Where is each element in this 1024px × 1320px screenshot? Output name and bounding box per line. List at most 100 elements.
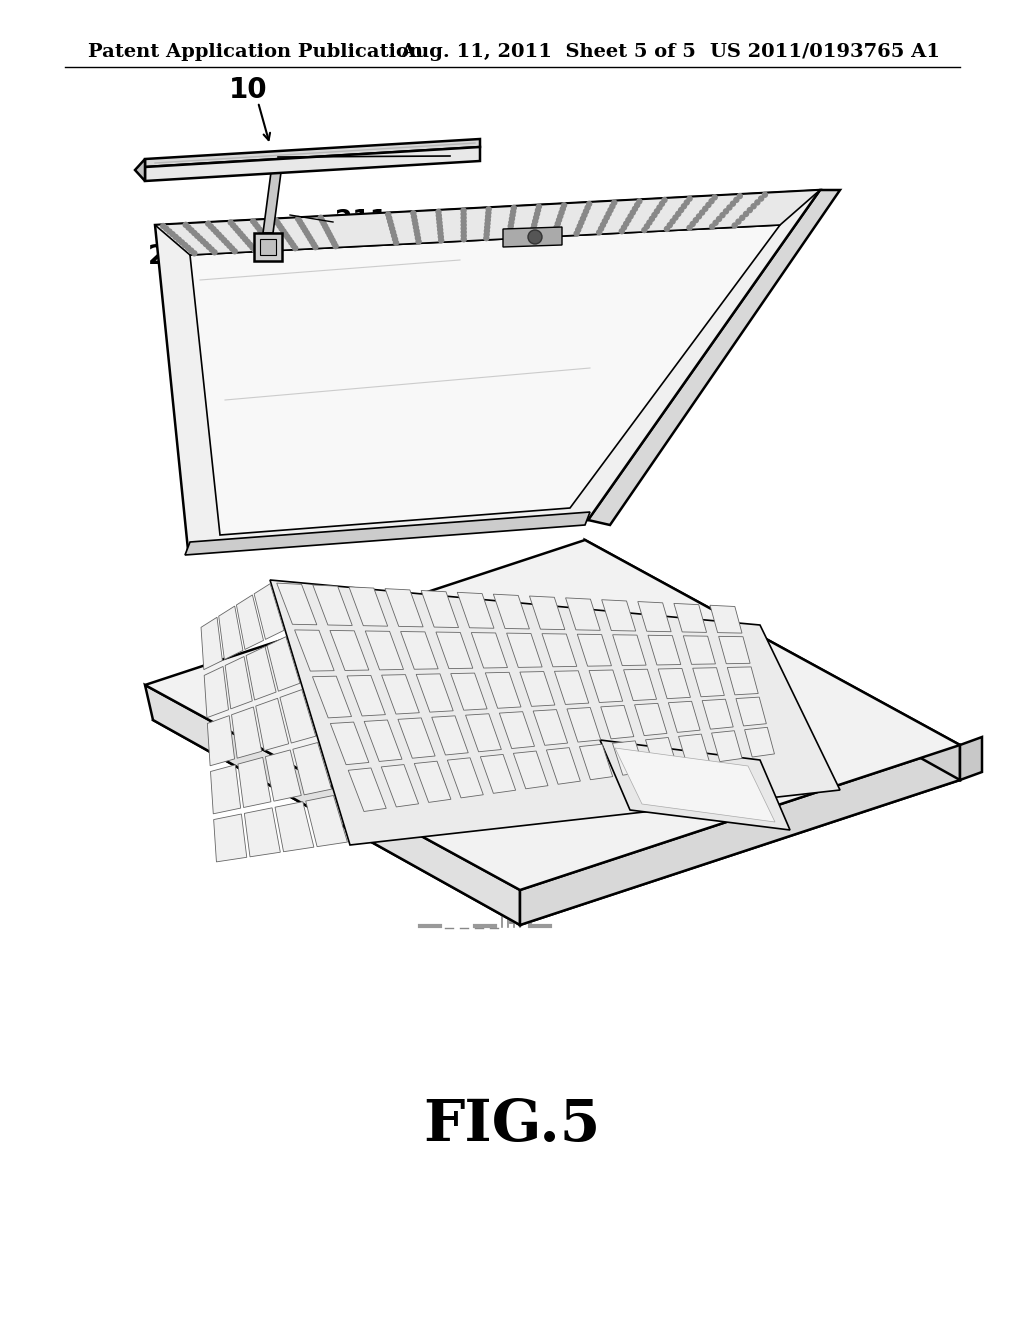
Polygon shape xyxy=(185,512,590,554)
Circle shape xyxy=(508,227,513,232)
Circle shape xyxy=(536,207,541,213)
Polygon shape xyxy=(145,147,480,181)
Circle shape xyxy=(507,235,511,239)
Circle shape xyxy=(437,227,442,232)
Circle shape xyxy=(216,232,221,238)
Circle shape xyxy=(251,219,256,224)
Circle shape xyxy=(611,201,616,205)
Circle shape xyxy=(391,234,396,238)
Polygon shape xyxy=(702,700,733,729)
Polygon shape xyxy=(513,751,548,789)
Circle shape xyxy=(461,223,466,227)
Circle shape xyxy=(416,239,421,244)
Polygon shape xyxy=(365,719,402,762)
Polygon shape xyxy=(692,668,724,697)
Circle shape xyxy=(393,240,398,246)
Circle shape xyxy=(238,231,243,236)
Circle shape xyxy=(687,226,692,230)
Polygon shape xyxy=(225,656,252,709)
Circle shape xyxy=(602,219,607,223)
Circle shape xyxy=(624,222,629,226)
Polygon shape xyxy=(349,587,388,626)
Polygon shape xyxy=(615,748,775,822)
Circle shape xyxy=(436,213,441,218)
Polygon shape xyxy=(238,758,271,808)
Circle shape xyxy=(185,246,190,251)
Circle shape xyxy=(183,222,188,227)
Polygon shape xyxy=(565,598,600,631)
Circle shape xyxy=(681,203,686,209)
Circle shape xyxy=(386,213,391,216)
Circle shape xyxy=(461,211,466,216)
Circle shape xyxy=(461,226,466,231)
Polygon shape xyxy=(436,632,473,669)
Polygon shape xyxy=(276,583,316,624)
Polygon shape xyxy=(458,593,494,628)
Circle shape xyxy=(232,248,238,253)
Circle shape xyxy=(280,226,284,231)
Circle shape xyxy=(437,220,442,226)
Polygon shape xyxy=(554,671,589,705)
Circle shape xyxy=(485,222,490,226)
Circle shape xyxy=(670,219,675,224)
Text: FIG.5: FIG.5 xyxy=(423,1097,601,1152)
Polygon shape xyxy=(589,671,623,702)
Circle shape xyxy=(739,215,744,220)
Polygon shape xyxy=(155,190,820,550)
Circle shape xyxy=(486,207,492,211)
Circle shape xyxy=(322,220,327,226)
Circle shape xyxy=(461,209,466,213)
Circle shape xyxy=(253,222,258,227)
Polygon shape xyxy=(201,618,222,669)
Circle shape xyxy=(734,198,739,202)
Circle shape xyxy=(657,205,662,210)
Polygon shape xyxy=(602,599,636,631)
Circle shape xyxy=(679,207,684,213)
Polygon shape xyxy=(534,710,567,746)
Circle shape xyxy=(483,236,488,240)
Polygon shape xyxy=(578,634,611,667)
Circle shape xyxy=(390,230,395,235)
Polygon shape xyxy=(601,705,634,739)
Polygon shape xyxy=(145,540,961,890)
Circle shape xyxy=(301,224,306,230)
Circle shape xyxy=(759,197,764,201)
Circle shape xyxy=(291,243,296,248)
Circle shape xyxy=(186,226,191,230)
Circle shape xyxy=(306,234,311,239)
Circle shape xyxy=(188,248,194,253)
Circle shape xyxy=(204,242,208,247)
Circle shape xyxy=(228,220,233,224)
Circle shape xyxy=(528,230,542,244)
Circle shape xyxy=(229,246,234,251)
Polygon shape xyxy=(520,744,961,925)
Circle shape xyxy=(179,240,184,246)
Circle shape xyxy=(255,224,260,230)
Circle shape xyxy=(414,224,419,230)
Circle shape xyxy=(585,205,590,210)
Circle shape xyxy=(412,218,417,223)
Circle shape xyxy=(599,226,603,231)
Circle shape xyxy=(712,195,717,199)
Circle shape xyxy=(245,239,250,244)
Circle shape xyxy=(581,216,586,222)
Circle shape xyxy=(221,238,226,243)
Text: Patent Application Publication: Patent Application Publication xyxy=(88,44,423,61)
Circle shape xyxy=(485,218,490,223)
Circle shape xyxy=(696,214,701,219)
Circle shape xyxy=(438,231,443,236)
Polygon shape xyxy=(312,676,351,718)
Polygon shape xyxy=(219,606,243,660)
Polygon shape xyxy=(451,673,487,710)
Polygon shape xyxy=(669,701,700,733)
Circle shape xyxy=(309,239,314,244)
Circle shape xyxy=(461,219,466,224)
Polygon shape xyxy=(624,669,656,701)
Circle shape xyxy=(511,206,516,210)
Polygon shape xyxy=(585,540,961,780)
Circle shape xyxy=(438,235,443,239)
Circle shape xyxy=(484,224,489,230)
Circle shape xyxy=(233,226,238,231)
Polygon shape xyxy=(155,190,820,255)
Circle shape xyxy=(529,230,535,235)
